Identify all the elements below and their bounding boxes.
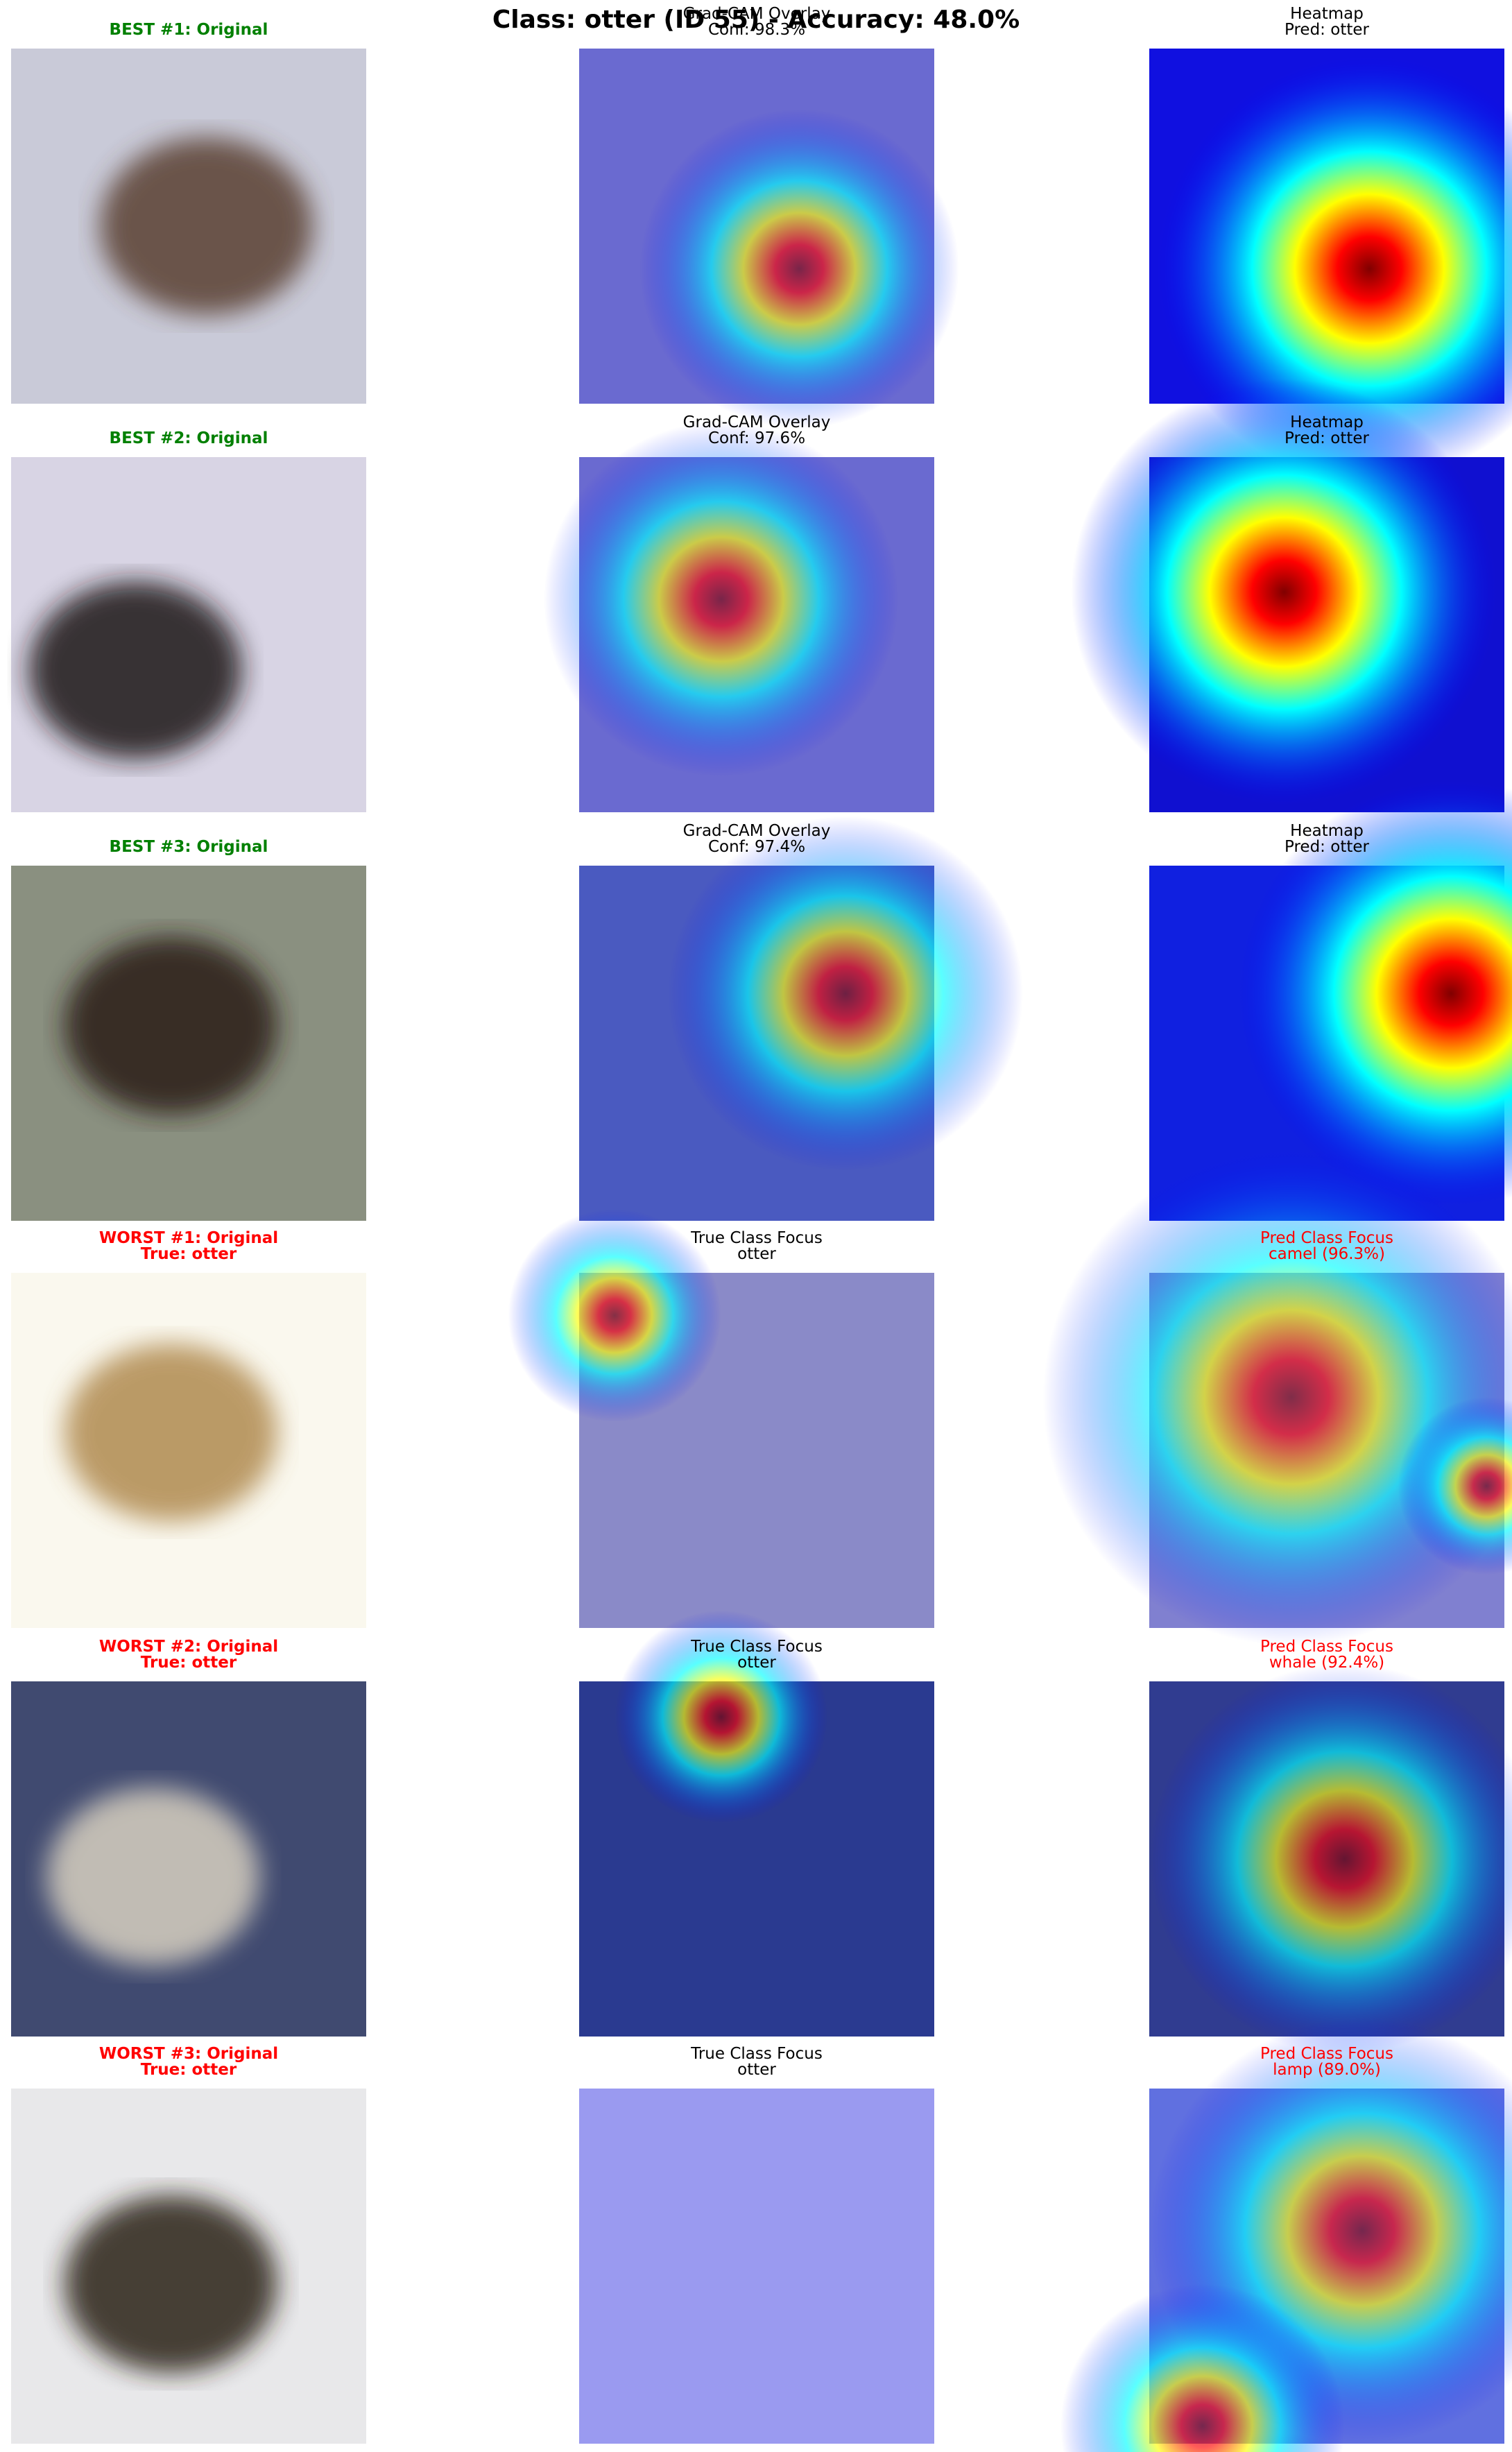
panel-title: Pred: otter — [1285, 429, 1369, 447]
panel-title: Pred Class Focus — [1260, 1229, 1393, 1247]
panel-title: True: otter — [141, 2061, 237, 2079]
image-subject — [100, 137, 313, 315]
heat-spot — [1071, 379, 1497, 805]
panel-title: Heatmap — [1290, 5, 1364, 23]
panel-title: Heatmap — [1290, 822, 1364, 840]
panel-title: otter — [737, 1245, 776, 1263]
panel-title: Grad-CAM Overlay — [683, 5, 831, 23]
panel-title: Conf: 97.4% — [708, 838, 805, 856]
panel-title: True: otter — [141, 1245, 237, 1263]
panel-title: otter — [737, 1654, 776, 1672]
panel: BEST #2: Original — [11, 429, 366, 812]
panel-image — [579, 2089, 934, 2444]
panel-title: Conf: 97.6% — [708, 429, 805, 447]
panel-title: BEST #3: Original — [110, 838, 268, 856]
panel-title: Pred Class Focus — [1260, 1638, 1393, 1656]
heat-spot — [1060, 2283, 1345, 2452]
panel-title: Pred: otter — [1285, 838, 1369, 856]
heat-spot — [668, 816, 1023, 1172]
panel-title: BEST #2: Original — [110, 429, 268, 447]
panel-title: Conf: 98.3% — [708, 21, 805, 39]
heat-spot — [1042, 1148, 1512, 1646]
heat-spot — [1149, 1663, 1512, 2055]
image-subject — [64, 936, 277, 1115]
panel-title: WORST #2: Original — [99, 1638, 278, 1656]
panel-title: otter — [737, 2061, 776, 2079]
heat-spot — [1238, 780, 1512, 1207]
figure-title: Class: otter (ID 55) - Accuracy: 48.0% — [492, 6, 1020, 34]
panel-title: Pred Class Focus — [1260, 2045, 1393, 2063]
panel: BEST #3: Original — [11, 838, 366, 1221]
panel-title: Heatmap — [1290, 413, 1364, 431]
image-subject — [64, 1344, 277, 1522]
panel: BEST #1: Original — [11, 21, 366, 404]
panel-title: Pred: otter — [1285, 21, 1369, 39]
panel-title: BEST #1: Original — [110, 21, 268, 39]
image-subject — [64, 2195, 277, 2373]
heat-spot — [1156, 55, 1512, 482]
image-subject — [28, 581, 242, 760]
heat-spot — [508, 1208, 721, 1423]
panel-title: True: otter — [141, 1654, 237, 1672]
panel-title: camel (96.3%) — [1269, 1245, 1385, 1263]
panel-title: True Class Focus — [690, 1638, 823, 1656]
heat-spot — [1398, 1397, 1512, 1575]
image-subject — [46, 1787, 260, 1966]
panel-title: True Class Focus — [690, 2045, 823, 2063]
heat-spot — [543, 421, 899, 777]
panel-title: lamp (89.0%) — [1273, 2061, 1381, 2079]
panel-title: WORST #3: Original — [99, 2045, 278, 2063]
panel-title: Grad-CAM Overlay — [683, 822, 831, 840]
heat-spot — [615, 1610, 828, 1824]
panel-title: WORST #1: Original — [99, 1229, 278, 1247]
panel-title: Grad-CAM Overlay — [683, 413, 831, 431]
panel-title: whale (92.4%) — [1269, 1654, 1384, 1672]
heat-spot — [639, 109, 959, 429]
panel-title: True Class Focus — [690, 1229, 823, 1247]
